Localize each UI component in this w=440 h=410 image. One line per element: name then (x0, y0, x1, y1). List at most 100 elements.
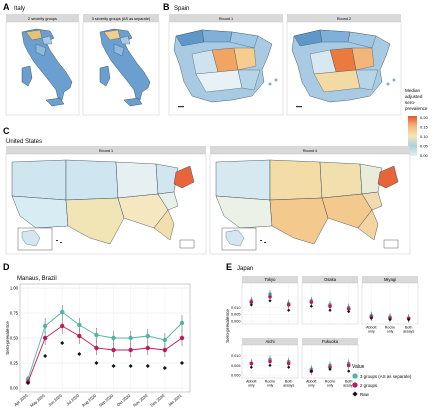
us-mid-atlantic (361, 191, 383, 211)
x-tick-label: May 2020 (29, 392, 46, 408)
us-facet-4: Round 4 (209, 146, 411, 255)
data-point (145, 345, 150, 351)
y-tick-label: 0.000 (231, 373, 241, 377)
panel-c-title: United States (6, 139, 42, 145)
facet-label: Osaka (324, 277, 337, 282)
y-tick-label: 0.50 (10, 336, 19, 341)
data-point (60, 323, 65, 329)
data-point (111, 364, 116, 368)
x-tick-label: only (327, 384, 334, 388)
y-axis: 0.00 0.25 0.50 0.75 1.00 (10, 286, 19, 391)
facet-tokyo: Tokyo 0.010 0.005 0.000 (231, 276, 299, 325)
italy-region (41, 35, 53, 45)
x-tick-label: only (267, 384, 274, 388)
data-point (309, 300, 314, 304)
colorbar-tick: 0.05 (420, 144, 429, 149)
data-point (128, 347, 133, 353)
spain-region (351, 47, 375, 71)
data-point (60, 341, 65, 345)
us-southwest-region (215, 195, 273, 229)
spain-region (237, 69, 261, 91)
x-tick-label: Aug 2020 (81, 392, 98, 407)
sardinia (21, 65, 33, 87)
legend-label: 2 groups (360, 383, 378, 388)
data-point (111, 347, 116, 353)
spain-facet-1: Round 1 (168, 14, 284, 116)
colorbar-tick: 0.20 (420, 115, 429, 120)
facet-aichi: Aichi0.0100.0050.000AbbottonlyRocheonlyB… (231, 338, 299, 388)
data-point (180, 361, 184, 365)
data-point (77, 352, 82, 356)
y-axis-label: Sero-prevalence (225, 309, 230, 343)
balearic-islands (386, 82, 390, 86)
us-northeast-hotspot (377, 165, 399, 189)
panel-b-letter: B (163, 2, 170, 12)
data-point (309, 304, 313, 308)
data-point (179, 320, 185, 326)
italy-region (113, 43, 125, 57)
sicily (45, 97, 65, 107)
colorbar-tick: 0.15 (420, 125, 429, 130)
facet-strip (169, 14, 283, 22)
spain-map (173, 29, 278, 108)
panel-b-title: Spain (174, 6, 189, 12)
data-point (43, 354, 48, 358)
data-point (94, 361, 99, 365)
us-plains-region (65, 159, 119, 201)
y-tick-label: 0.75 (10, 311, 19, 316)
facet-strip (6, 14, 79, 22)
data-point (309, 369, 313, 373)
panel-e-title: Japan (237, 266, 253, 272)
data-point (268, 363, 272, 367)
data-point (249, 303, 253, 307)
y-tick-label: 1.00 (10, 286, 19, 291)
legend-swatch-3groups (352, 373, 358, 379)
us-midwest-region (115, 161, 159, 199)
hawaii (56, 240, 58, 241)
facet-label: Round 1 (99, 149, 113, 153)
facet-strip (210, 146, 410, 154)
data-point (249, 365, 253, 369)
data-point (346, 307, 351, 311)
x-tick-label: Both (345, 380, 352, 384)
panel-a-title: Italy (14, 6, 25, 12)
series-2 (26, 341, 184, 385)
x-tick-label: Apr 2020 (13, 392, 29, 407)
x-tick-label: Jul 2020 (65, 392, 80, 406)
x-tick-label: Abbott (366, 326, 376, 330)
data-point (94, 332, 99, 338)
x-tick-label: Both (405, 326, 412, 330)
data-point (42, 323, 48, 329)
data-point (26, 381, 30, 385)
facet-strip (83, 14, 159, 22)
y-tick-label: 0.00 (10, 386, 19, 391)
facet-strip (287, 14, 401, 22)
colorbar-tick: 0.00 (420, 153, 429, 158)
legend-label: 3 groups (AS as separate) (360, 374, 412, 379)
series-0 (25, 305, 185, 382)
data-point (287, 365, 291, 369)
x-tick-label: assays (403, 330, 414, 334)
data-point (249, 300, 254, 304)
y-tick-label: 0.000 (231, 319, 241, 323)
us-florida (357, 209, 379, 241)
facet-strip (242, 338, 298, 345)
data-point (111, 335, 116, 341)
hawaii (60, 242, 62, 243)
panel-a-letter: A (3, 2, 10, 12)
us-mid-atlantic (157, 191, 179, 211)
spain-facet-2: Round 2 (286, 14, 402, 116)
canary-islands (178, 106, 184, 108)
colorbar-title-line: prevalence (405, 106, 428, 111)
us-west-region (215, 159, 271, 201)
data-point (268, 299, 272, 303)
legend-title: Value (352, 364, 365, 370)
balearic-islands (392, 78, 396, 82)
facet-label: Round 4 (303, 149, 317, 153)
puerto-rico-inset (383, 239, 399, 249)
data-point (328, 308, 332, 312)
